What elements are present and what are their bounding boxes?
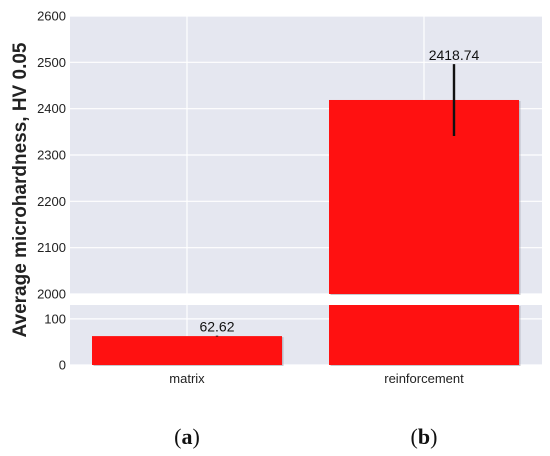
panel-label-a: (a) [174,424,200,449]
y-tick-label: 2100 [37,240,66,255]
bar-matrix-lower [92,336,282,365]
data-label-matrix: 62.62 [199,319,234,335]
x-tick-label-matrix: matrix [169,371,205,386]
panel-label-b: (b) [411,424,438,449]
error-bars [215,64,456,337]
upper-y-tick-labels: 2000 2100 2200 2300 2400 2500 2600 [37,9,66,302]
bar-reinforcement-upper [329,99,519,295]
lower-axis-panel: 0 100 [44,305,542,373]
y-tick-label: 2000 [37,287,66,302]
x-tick-labels: matrix reinforcement [169,371,464,386]
lower-bars [92,305,521,366]
y-tick-label: 2400 [37,101,66,116]
upper-bars [329,99,521,296]
y-tick-label: 2600 [37,9,66,24]
upper-axis-panel: 2000 2100 2200 2300 2400 2500 2600 [37,9,542,302]
lower-y-tick-labels: 0 100 [44,311,66,372]
y-tick-label: 100 [44,311,66,326]
y-tick-label: 2300 [37,148,66,163]
x-tick-label-reinforcement: reinforcement [384,371,464,386]
bar-reinforcement-lower [329,305,519,365]
y-tick-label: 2500 [37,55,66,70]
y-axis-label: Average microhardness, HV 0.05 [10,42,31,337]
y-tick-label: 2200 [37,194,66,209]
y-tick-label: 0 [59,358,66,373]
data-label-reinforcement: 2418.74 [429,47,480,63]
data-labels: 62.62 2418.74 [199,47,479,335]
